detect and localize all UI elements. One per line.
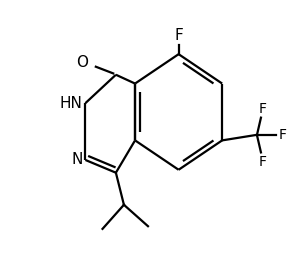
- Text: F: F: [258, 155, 266, 168]
- Text: F: F: [174, 28, 183, 43]
- Text: N: N: [71, 153, 83, 167]
- Text: F: F: [258, 102, 266, 115]
- Text: HN: HN: [60, 96, 83, 111]
- Text: O: O: [76, 55, 88, 70]
- Text: F: F: [278, 128, 286, 142]
